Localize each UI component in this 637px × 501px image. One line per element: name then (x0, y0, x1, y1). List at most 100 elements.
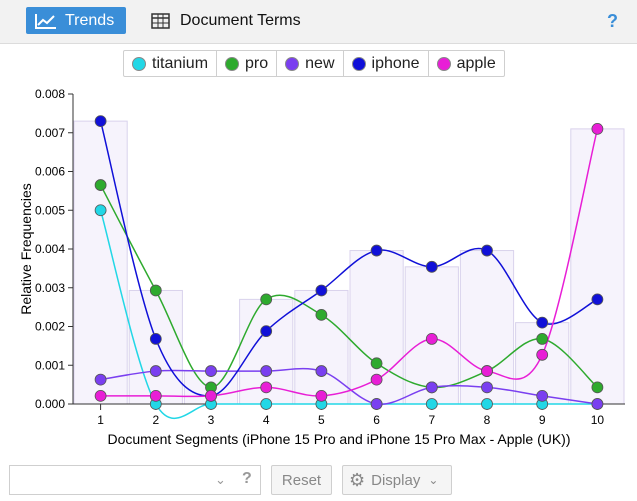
y-tick-label: 0.006 (35, 165, 65, 179)
segment-bar (128, 289, 183, 405)
legend-swatch (436, 56, 451, 71)
data-point-pro (536, 332, 549, 345)
x-tick-label: 4 (263, 413, 270, 427)
data-point-apple (425, 332, 438, 345)
legend-swatch (225, 56, 240, 71)
data-point-apple (260, 381, 273, 394)
y-tick-label: 0.008 (35, 87, 65, 101)
x-tick-label: 3 (208, 413, 215, 427)
y-tick-label: 0.003 (35, 281, 65, 295)
legend-item-pro[interactable]: pro (217, 51, 278, 76)
table-icon (151, 12, 170, 29)
y-tick-label: 0.005 (35, 203, 65, 217)
data-point-new (591, 398, 604, 410)
data-point-apple (315, 389, 328, 402)
chart-legend: titanium pro new iphone apple (123, 50, 505, 77)
data-point-iphone (260, 325, 273, 338)
help-icon[interactable]: ? (607, 11, 618, 31)
legend-label: new (305, 54, 335, 72)
legend-label: titanium (152, 54, 209, 72)
data-point-iphone (94, 115, 107, 128)
data-point-iphone (315, 284, 328, 297)
data-point-iphone (425, 260, 438, 273)
data-point-new (94, 373, 107, 386)
data-point-titanium (94, 204, 107, 217)
segment-bar (73, 120, 128, 405)
data-point-pro (370, 357, 383, 370)
x-tick-label: 7 (428, 413, 435, 427)
legend-label: pro (245, 54, 269, 72)
display-button[interactable]: ⚙ Display ⌄ (342, 465, 452, 495)
display-button-label: Display (371, 471, 421, 489)
data-point-new (315, 365, 328, 377)
tab-trends-label: Trends (65, 11, 115, 29)
tab-document-terms[interactable]: Document Terms (150, 7, 301, 34)
data-point-apple (591, 122, 604, 135)
term-search-combobox[interactable]: ⌄ ? (9, 465, 261, 495)
data-point-apple (481, 365, 493, 377)
data-point-iphone (370, 244, 383, 257)
data-point-apple (149, 389, 162, 402)
data-point-new (149, 365, 162, 377)
data-point-titanium (481, 398, 493, 410)
trends-chart: 0.000 0.001 0.002 0.003 0.004 0.005 0.006 0.007… (18, 87, 625, 447)
data-point-pro (94, 179, 107, 191)
legend-swatch (285, 56, 300, 71)
legend-item-iphone[interactable]: iphone (344, 51, 429, 76)
data-point-iphone (149, 332, 162, 345)
data-point-pro (260, 293, 273, 306)
data-point-new (205, 365, 217, 377)
chevron-down-icon[interactable]: ⌄ (215, 472, 226, 487)
data-point-apple (205, 389, 217, 402)
data-point-apple (536, 348, 549, 361)
x-tick-label: 5 (318, 413, 325, 427)
x-tick-label: 8 (484, 413, 491, 427)
data-point-pro (149, 284, 162, 297)
reset-button[interactable]: Reset (271, 465, 332, 495)
data-point-new (425, 381, 438, 394)
series-line-new (100, 367, 598, 405)
x-tick-label: 1 (97, 413, 104, 427)
data-point-pro (315, 308, 328, 321)
x-tick-label: 9 (539, 413, 546, 427)
y-tick-label: 0.002 (35, 320, 65, 334)
data-point-iphone (536, 316, 549, 329)
data-point-iphone (481, 244, 493, 257)
legend-swatch (351, 56, 366, 71)
x-tick-label: 2 (152, 413, 159, 427)
data-point-new (370, 398, 383, 410)
legend-label: iphone (371, 54, 420, 72)
legend-item-new[interactable]: new (277, 51, 344, 76)
segment-bar (294, 289, 349, 405)
segment-bar (459, 250, 515, 405)
data-point-pro (591, 381, 604, 394)
segment-bar (570, 128, 625, 405)
x-tick-label: 10 (591, 413, 605, 427)
data-point-new (536, 389, 549, 402)
y-tick-label: 0.000 (35, 397, 65, 411)
y-tick-label: 0.007 (35, 126, 65, 140)
legend-label: apple (456, 54, 496, 72)
legend-item-titanium[interactable]: titanium (124, 51, 218, 76)
x-tick-label: 6 (373, 413, 380, 427)
legend-swatch (132, 56, 146, 71)
legend-item-apple[interactable]: apple (429, 51, 504, 76)
data-point-titanium (425, 398, 438, 410)
data-point-apple (370, 373, 383, 386)
tab-trends[interactable]: Trends (26, 7, 126, 34)
bottom-toolbar: ⌄ ? Reset ⚙ Display ⌄ (0, 465, 637, 501)
data-point-titanium (260, 398, 273, 410)
gear-icon: ⚙ (349, 469, 366, 490)
line-chart-icon (35, 13, 56, 29)
y-tick-label: 0.004 (35, 242, 65, 256)
y-axis-label: Relative Frequencies (18, 183, 34, 315)
data-point-apple (94, 389, 107, 402)
x-axis-label: Document Segments (iPhone 15 Pro and iPh… (107, 431, 570, 447)
data-point-new (481, 381, 493, 394)
data-point-iphone (591, 293, 604, 306)
combo-help-icon[interactable]: ? (242, 470, 252, 487)
y-tick-label: 0.001 (35, 358, 65, 372)
tab-document-terms-label: Document Terms (180, 11, 301, 29)
chevron-down-icon: ⌄ (428, 473, 439, 487)
data-point-new (260, 365, 273, 377)
